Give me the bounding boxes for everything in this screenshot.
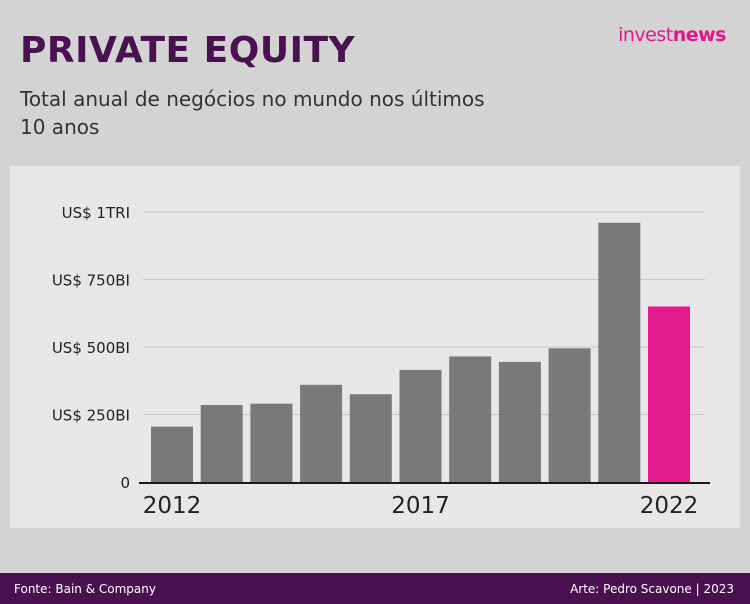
credit-text: Arte: Pedro Scavone | 2023 bbox=[570, 582, 734, 596]
bar bbox=[250, 403, 293, 482]
logo-text-invest: invest bbox=[618, 24, 673, 46]
bar bbox=[498, 361, 541, 482]
logo-text-news: news bbox=[672, 24, 727, 46]
bar bbox=[449, 356, 492, 482]
chart-panel: 0 US$ 250BI US$ 500BI US$ 750BI US$ 1TRI 2012… bbox=[10, 166, 740, 528]
source-text: Fonte: Bain & Company bbox=[14, 582, 156, 596]
y-tick-label: 0 bbox=[120, 474, 130, 492]
bar bbox=[548, 348, 591, 482]
y-tick-label: US$ 1TRI bbox=[62, 204, 130, 222]
bar-highlight bbox=[648, 306, 690, 482]
x-tick-label: 2012 bbox=[143, 493, 202, 519]
bar bbox=[151, 426, 193, 482]
y-tick-label: US$ 500BI bbox=[52, 339, 130, 357]
bar bbox=[349, 394, 392, 482]
y-tick-label: US$ 750BI bbox=[52, 272, 130, 290]
x-tick-label: 2017 bbox=[391, 493, 450, 519]
x-tick-label: 2022 bbox=[640, 493, 699, 519]
footer-bar: Fonte: Bain & Company Arte: Pedro Scavon… bbox=[0, 573, 750, 604]
y-tick-label: US$ 250BI bbox=[52, 407, 130, 425]
bar bbox=[200, 405, 243, 482]
bar bbox=[399, 369, 442, 482]
bar bbox=[598, 222, 641, 483]
bar-chart: 0 US$ 250BI US$ 500BI US$ 750BI US$ 1TRI 2012… bbox=[52, 204, 710, 519]
bar bbox=[300, 384, 343, 482]
chart-title: PRIVATE EQUITY bbox=[20, 30, 356, 71]
chart-subtitle: Total anual de negócios no mundo nos últ… bbox=[20, 87, 485, 139]
investnews-logo: investnews bbox=[618, 24, 726, 46]
